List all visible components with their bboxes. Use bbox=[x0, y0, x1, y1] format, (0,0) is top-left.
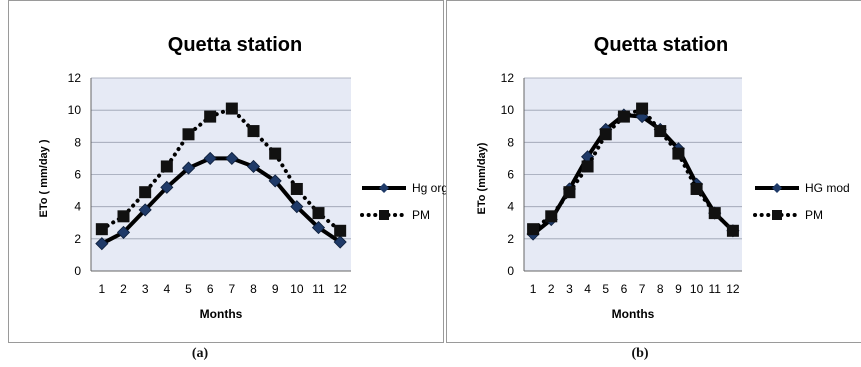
x-tick-label: 5 bbox=[602, 282, 609, 296]
x-tick-label: 8 bbox=[250, 282, 257, 296]
x-tick-label: 7 bbox=[639, 282, 646, 296]
series-1-point bbox=[311, 221, 326, 235]
x-tick-label: 6 bbox=[207, 282, 214, 296]
x-axis-label: Months bbox=[612, 307, 655, 321]
chart-title: Quetta station bbox=[168, 34, 302, 56]
series-line-1 bbox=[100, 156, 342, 246]
x-tick-label: 6 bbox=[621, 282, 628, 296]
series-1-point bbox=[160, 180, 174, 194]
series-2-point bbox=[690, 182, 703, 195]
x-tick-label: 1 bbox=[530, 282, 537, 296]
chart-panel-b: Quetta station 0 2 4 6 8 10 12 1 2 3 4 5 6 7 8 9 10 11 12 Mo… bbox=[446, 0, 861, 343]
y-tick-label: 6 bbox=[74, 168, 81, 182]
y-tick-label: 10 bbox=[68, 103, 82, 117]
y-tick-label: 12 bbox=[68, 71, 82, 85]
series-1-point bbox=[225, 151, 239, 165]
series-1-point bbox=[268, 174, 282, 188]
series-2-point bbox=[581, 160, 594, 173]
legend-label-2: PM bbox=[412, 208, 430, 222]
y-tick-label: 12 bbox=[501, 71, 515, 85]
y-tick-label: 4 bbox=[74, 200, 81, 214]
series-2-point bbox=[117, 210, 130, 223]
y-tick-label: 2 bbox=[507, 232, 514, 246]
x-tick-label: 11 bbox=[312, 282, 325, 296]
chart-title: Quetta station bbox=[594, 34, 728, 56]
x-tick-label: 11 bbox=[709, 282, 722, 296]
series-2-point bbox=[160, 160, 173, 173]
legend-label-2: PM bbox=[805, 208, 823, 222]
y-tick-label: 6 bbox=[507, 168, 514, 182]
y-tick-label: 8 bbox=[507, 135, 514, 149]
series-2-point bbox=[563, 186, 576, 199]
legend-marker-1 bbox=[379, 183, 389, 193]
x-axis-label: Months bbox=[200, 307, 243, 321]
legend-marker-2 bbox=[379, 210, 389, 220]
x-tick-label: 4 bbox=[584, 282, 591, 296]
x-tick-label: 9 bbox=[272, 282, 279, 296]
caption-b: (b) bbox=[631, 346, 649, 361]
series-2-point bbox=[182, 128, 195, 141]
series-2-point bbox=[617, 110, 630, 123]
series-1-point bbox=[116, 225, 131, 239]
y-tick-label: 2 bbox=[74, 232, 81, 246]
series-2-point bbox=[334, 224, 347, 237]
x-tick-label: 12 bbox=[726, 282, 740, 296]
caption-a: (a) bbox=[191, 346, 209, 361]
series-2-point bbox=[139, 186, 152, 199]
x-tick-label: 1 bbox=[98, 282, 105, 296]
series-2-point bbox=[654, 125, 667, 138]
y-tick-label: 4 bbox=[507, 200, 514, 214]
x-tick-label: 2 bbox=[120, 282, 127, 296]
x-tick-label: 10 bbox=[690, 282, 704, 296]
series-2-point bbox=[269, 147, 282, 160]
series-2-point bbox=[636, 102, 649, 115]
chart-panel-a: Quetta station 0 2 4 6 8 10 12 1 2 3 4 5 6 7 8 9 10 11 12 Mo… bbox=[8, 0, 448, 343]
y-tick-label: 10 bbox=[501, 103, 515, 117]
series-1-point bbox=[203, 151, 217, 165]
x-tick-label: 2 bbox=[548, 282, 555, 296]
series-1-point bbox=[246, 159, 261, 174]
x-tick-label: 3 bbox=[566, 282, 573, 296]
series-2-point bbox=[204, 110, 217, 123]
series-2-point bbox=[527, 223, 540, 236]
y-axis-label: ETo (mm/day) bbox=[476, 142, 488, 214]
series-2-point bbox=[225, 102, 238, 115]
series-2-point bbox=[599, 128, 612, 141]
y-tick-label: 0 bbox=[507, 264, 514, 278]
legend-label-1: Hg org bbox=[412, 181, 448, 195]
x-tick-label: 12 bbox=[333, 282, 347, 296]
x-tick-label: 9 bbox=[675, 282, 682, 296]
series-2-point bbox=[95, 223, 108, 236]
series-2-point bbox=[726, 224, 739, 237]
series-2-point bbox=[290, 182, 303, 195]
legend-marker-2 bbox=[772, 210, 782, 220]
x-tick-label: 5 bbox=[185, 282, 192, 296]
x-tick-label: 10 bbox=[290, 282, 304, 296]
x-tick-label: 8 bbox=[657, 282, 664, 296]
x-tick-label: 4 bbox=[163, 282, 170, 296]
series-1-point bbox=[181, 161, 196, 175]
series-2-point bbox=[672, 147, 685, 160]
y-axis-label: ETo ( mm/day ) bbox=[38, 139, 50, 217]
y-tick-label: 0 bbox=[74, 264, 81, 278]
series-1-point bbox=[95, 237, 109, 251]
y-tick-label: 8 bbox=[74, 135, 81, 149]
series-2-point bbox=[247, 125, 260, 138]
series-2-point bbox=[708, 207, 721, 220]
series-1-point bbox=[138, 203, 152, 217]
series-2-point bbox=[312, 207, 325, 220]
series-1-point bbox=[333, 235, 347, 249]
legend-label-1: HG mod bbox=[805, 181, 850, 195]
legend-marker-1 bbox=[772, 183, 782, 193]
x-tick-label: 3 bbox=[142, 282, 149, 296]
series-1-point bbox=[290, 200, 304, 214]
series-2-point bbox=[545, 210, 558, 223]
x-tick-label: 7 bbox=[228, 282, 235, 296]
